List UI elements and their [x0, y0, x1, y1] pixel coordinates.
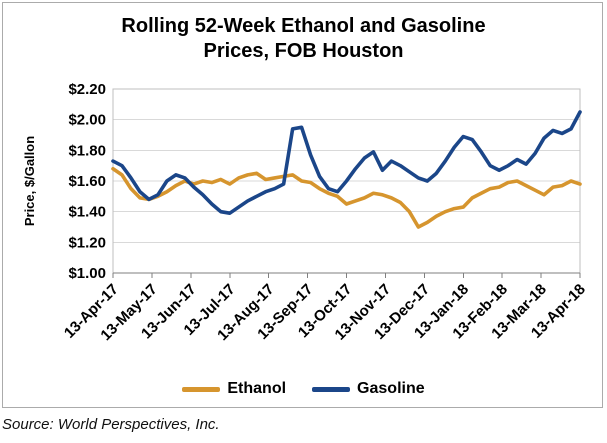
chart-title-line1: Rolling 52-Week Ethanol and Gasoline — [121, 15, 486, 37]
legend-swatch-gasoline — [312, 386, 351, 392]
legend-swatch-ethanol — [182, 386, 221, 392]
chart-frame — [2, 2, 603, 408]
source-note: Source: World Perspectives, Inc. — [2, 416, 220, 433]
legend-item-gasoline: Gasoline — [312, 380, 425, 398]
y-tick-label: $1.40 — [68, 204, 106, 221]
y-tick-label: $2.00 — [68, 112, 106, 129]
y-tick-label: $1.60 — [68, 173, 106, 190]
y-axis-title: Price, $/Gallon — [22, 136, 37, 226]
y-tick-label: $1.80 — [68, 142, 106, 159]
plot-area-svg: $1.00$1.20$1.40$1.60$1.80$2.00$2.2013-Ap… — [22, 81, 589, 344]
y-tick-label: $1.20 — [68, 234, 106, 251]
legend-label-gasoline: Gasoline — [357, 380, 425, 397]
legend-label-ethanol: Ethanol — [227, 380, 287, 397]
chart-title-line2: Prices, FOB Houston — [203, 40, 404, 62]
y-tick-label: $1.00 — [68, 265, 106, 282]
legend-item-ethanol: Ethanol — [182, 380, 286, 398]
chart-title: Rolling 52-Week Ethanol and Gasoline Pri… — [0, 14, 607, 64]
series-line-gasoline — [111, 110, 582, 215]
legend: Ethanol Gasoline — [0, 380, 607, 398]
y-tick-label: $2.20 — [68, 81, 106, 98]
